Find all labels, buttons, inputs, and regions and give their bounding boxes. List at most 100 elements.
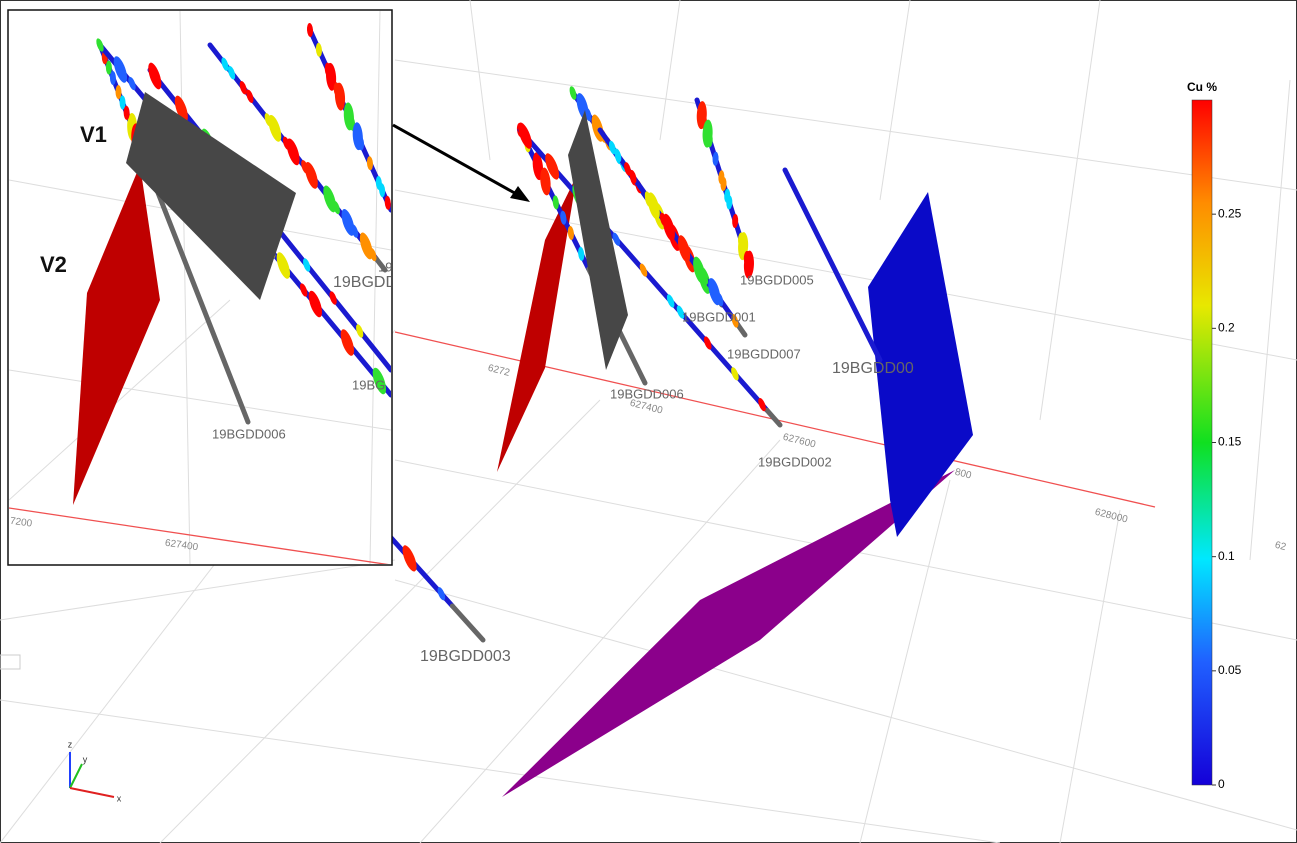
assay-disc (300, 283, 308, 297)
colorbar-tick-label: 0.05 (1218, 663, 1242, 677)
assay-disc (758, 398, 766, 412)
vein-v2 (497, 175, 577, 472)
assay-disc (629, 169, 637, 184)
assay-disc (644, 191, 652, 205)
colorbar-tick-label: 0.25 (1218, 206, 1242, 220)
inset-vein-v1 (126, 92, 296, 300)
assay-disc (540, 167, 551, 196)
assay-disc (324, 62, 331, 77)
assay-disc (174, 95, 188, 123)
colorbar-tick-label: 0.15 (1218, 435, 1242, 449)
grid-label: 800 (954, 467, 973, 482)
assay-disc (303, 258, 311, 272)
assay-disc (560, 210, 567, 225)
drillhole (782, 167, 883, 363)
hole-label: 19BGDD007 (727, 346, 801, 361)
assay-disc (712, 151, 719, 166)
assay-disc (743, 250, 750, 265)
drillhole-tail (449, 603, 486, 643)
colorbar-tick-label: 0.2 (1218, 321, 1235, 335)
assay-disc (666, 294, 675, 308)
assay-disc (703, 336, 712, 350)
assay-disc (340, 329, 355, 356)
assay-disc (731, 367, 739, 381)
assay-disc (366, 156, 373, 171)
assay-disc (276, 252, 291, 279)
assay-disc (246, 89, 254, 104)
hole-label: 19BGDD003 (420, 648, 511, 665)
assay-disc (123, 105, 130, 120)
callout-arrow (392, 123, 521, 198)
assay-disc (532, 152, 544, 181)
assay-disc (115, 85, 122, 100)
grid-label: 627400 (164, 538, 199, 554)
assay-disc (301, 160, 309, 174)
assay-disc (402, 545, 417, 572)
assay-disc (437, 587, 446, 601)
assay-disc (518, 122, 532, 149)
axis-label: y (83, 754, 88, 764)
assay-disc (612, 232, 621, 246)
assay-disc (639, 263, 648, 277)
assay-disc (676, 305, 685, 319)
assay-disc (315, 42, 322, 57)
hole-label: 19BGDD006 (212, 426, 286, 441)
colorbar-tick-label: 0.1 (1218, 549, 1235, 563)
colorbar-tick-label: 0 (1218, 777, 1225, 791)
drillholes (327, 86, 883, 643)
assay-disc (624, 162, 631, 176)
grid-label: 6272 (487, 363, 512, 379)
hole-label: 19BGDD00 (832, 360, 914, 377)
vein-label: V1 (80, 122, 107, 147)
assay-disc (119, 95, 126, 110)
assay-disc (343, 102, 354, 131)
drillhole-tail (764, 407, 783, 428)
assay-disc (352, 122, 363, 151)
assay-disc (614, 148, 622, 163)
assay-disc (718, 170, 725, 185)
assay-disc (148, 62, 162, 90)
assay-disc (128, 76, 136, 91)
assay-disc (105, 60, 112, 75)
assay-disc (724, 188, 731, 203)
assay-disc (329, 291, 337, 305)
assay-disc (677, 235, 691, 263)
colorbar-title: Cu % (1187, 80, 1217, 94)
axis-triad (69, 752, 115, 798)
assay-disc (702, 119, 713, 148)
edge-widget (0, 654, 21, 670)
grid-label: 62 (1274, 540, 1288, 553)
vein-purple (502, 470, 955, 797)
assay-disc (375, 176, 382, 190)
axis-label: x (117, 793, 122, 803)
hole-label: 19BGDD005 (740, 272, 814, 287)
hole-label: 19BGDD002 (758, 454, 832, 469)
assay-disc (569, 86, 577, 100)
assay-disc (264, 113, 272, 127)
assay-disc (693, 256, 706, 284)
assay-disc (384, 195, 391, 210)
assay-disc (96, 38, 104, 52)
assay-disc (323, 185, 337, 213)
assay-disc (239, 81, 247, 95)
hole-label: 19BGDD0 (333, 274, 406, 291)
inset-vein-v2 (73, 165, 160, 505)
assay-disc (696, 101, 707, 130)
assay-disc (228, 66, 236, 80)
vein-label: V2 (40, 252, 67, 277)
assay-disc (306, 23, 314, 37)
hole-label: 19BGDD006 (610, 386, 684, 401)
hole-label: 19 (378, 259, 392, 274)
assay-disc (308, 290, 323, 318)
assay-disc (282, 136, 291, 151)
assay-disc (708, 278, 721, 306)
axis-label: z (68, 739, 73, 749)
assay-disc (737, 232, 745, 247)
assay-disc (109, 70, 116, 85)
assay-disc (608, 140, 616, 155)
assay-disc (372, 367, 387, 395)
assay-disc (341, 209, 355, 236)
drillhole-tail (735, 322, 748, 338)
callout-arrowhead (510, 186, 530, 202)
